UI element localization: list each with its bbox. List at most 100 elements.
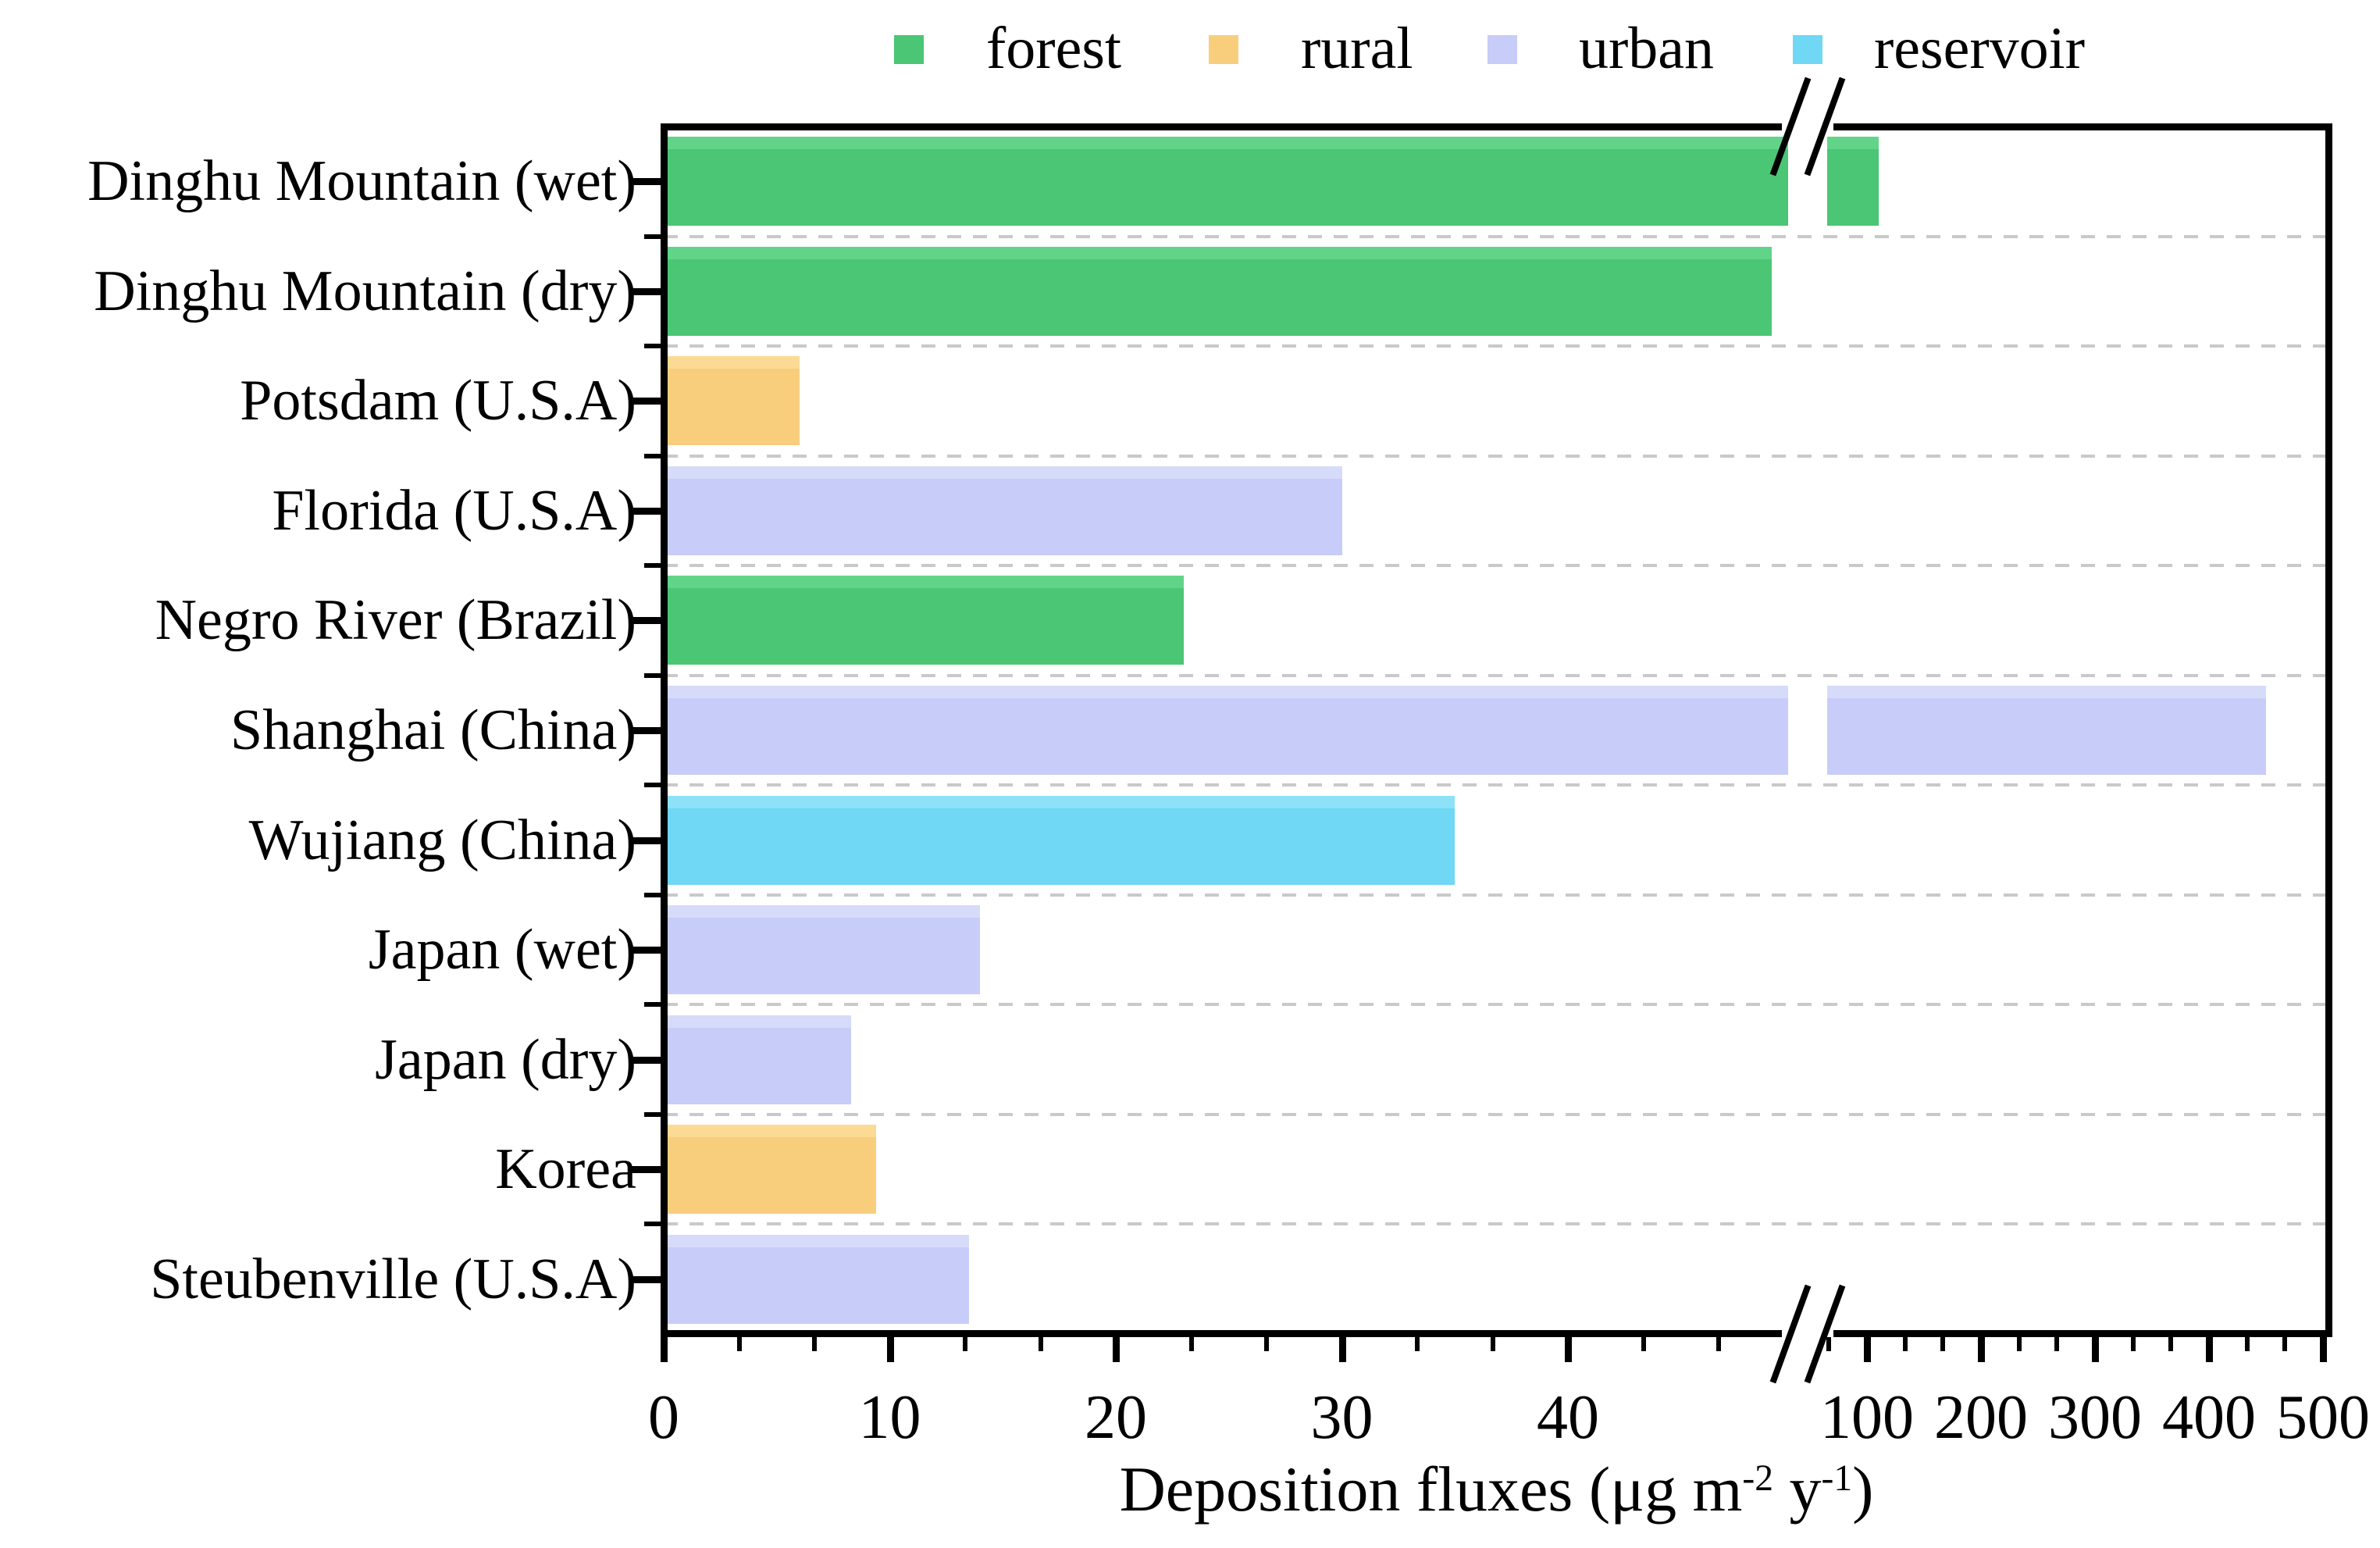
x-axis-minor-tick [2130,1337,2136,1351]
x-axis-major-tick [1338,1337,1346,1362]
x-axis-minor-tick [1641,1337,1646,1351]
x-axis-minor-tick [1940,1337,1946,1351]
category-label: Negro River (Brazil) [155,588,636,653]
bar-urban-segment-left [664,686,1788,775]
x-axis-line [661,1330,2332,1337]
category-label: Dinghu Mountain (dry) [94,259,636,323]
y-axis-minor-tick [644,1222,661,1227]
bar-urban [664,905,981,995]
x-axis-tick-label: 400 [2162,1383,2256,1452]
x-axis-minor-tick [1716,1337,1721,1351]
x-axis-major-tick [2320,1337,2327,1362]
x-axis-title-text: y [1773,1453,1822,1525]
x-axis-tick-label: 100 [1820,1383,1914,1452]
y-axis-major-tick [632,1166,661,1174]
legend-swatch-forest [894,35,924,64]
x-axis-tick-label: 40 [1537,1383,1599,1452]
y-axis-major-tick [632,836,661,844]
right-frame-line [2325,123,2332,1337]
category-label: Steubenville (U.S.A) [150,1247,636,1311]
row-separator-gridline [664,1003,2326,1007]
x-axis-tick-label: 0 [648,1383,679,1452]
x-axis-title-text: ) [1852,1453,1874,1525]
row-separator-gridline [664,673,2326,677]
category-label: Japan (dry) [375,1027,636,1092]
y-axis-major-tick [632,1275,661,1283]
plot-area: 0 10 20 30 40 100 200 300 400 500 Dinghu Mountain … [87,77,2370,1452]
category-label: Japan (wet) [368,918,636,983]
x-axis-minor-tick [1826,1337,1832,1351]
y-axis-minor-tick [644,344,661,349]
y-axis-minor-tick [644,563,661,569]
x-axis-tick-label: 10 [858,1383,921,1452]
x-axis-title-superscript: -2 [1742,1457,1773,1499]
y-axis-minor-tick [644,892,661,897]
x-axis-major-tick [886,1337,894,1362]
category-label: Shanghai (China) [230,698,636,762]
x-axis-minor-tick [1902,1337,1908,1351]
bar-reservoir [664,795,1455,885]
x-axis-minor-tick [963,1337,967,1351]
x-axis-title: Deposition fluxes (μg m-2 y-1) [664,1446,2329,1542]
bar-rural [664,356,800,446]
legend-swatch-rural [1209,35,1238,64]
x-axis-minor-tick [2282,1337,2288,1351]
legend-label: reservoir [1874,16,2086,81]
bar-urban [664,1015,852,1104]
x-axis-tick-label: 200 [1934,1383,2028,1452]
y-axis-major-tick [632,287,661,295]
row-separator-gridline [664,454,2326,458]
x-axis-minor-tick [1038,1337,1043,1351]
y-axis-minor-tick [644,672,661,678]
y-axis-line [661,123,668,1337]
x-axis-major-tick [2092,1337,2099,1362]
x-axis-major-tick [2206,1337,2213,1362]
bar-forest-segment-right [1827,137,1879,226]
y-axis-minor-tick [644,234,661,239]
y-axis-major-tick [632,727,661,734]
x-axis-major-tick [1864,1337,1871,1362]
bar-forest-segment-left [664,137,1788,226]
x-axis-minor-tick [1188,1337,1194,1351]
y-axis-major-tick [632,178,661,186]
x-axis-minor-tick [1415,1337,1420,1351]
x-axis-major-tick [1113,1337,1120,1362]
legend-swatch-reservoir [1793,35,1822,64]
row-separator-gridline [664,893,2326,897]
bar-forest [664,576,1184,665]
row-separator-gridline [664,1222,2326,1226]
x-axis-title-text: Deposition fluxes (μg m [1119,1453,1743,1525]
x-axis-tick-label: 500 [2276,1383,2370,1452]
legend-label: urban [1579,16,1715,81]
legend-label: rural [1301,16,1413,81]
y-axis-major-tick [632,1056,661,1064]
category-label: Potsdam (U.S.A) [240,369,636,433]
bar-forest [664,246,1772,336]
y-axis-minor-tick [644,783,661,788]
x-axis-minor-tick [1264,1337,1269,1351]
x-axis-minor-tick [812,1337,817,1351]
category-label: Korea [495,1137,636,1202]
y-axis-minor-tick [644,1002,661,1008]
x-axis-minor-tick [2244,1337,2250,1351]
y-axis-major-tick [632,398,661,405]
category-label: Dinghu Mountain (wet) [87,149,636,214]
x-axis-major-tick [1978,1337,1985,1362]
x-axis-minor-tick [2016,1337,2022,1351]
bar-rural [664,1125,877,1215]
x-axis-major-tick [1565,1337,1572,1362]
row-separator-gridline [664,783,2326,787]
legend-swatch-urban [1488,35,1517,64]
y-axis-major-tick [632,617,661,625]
x-axis-minor-tick [2168,1337,2174,1351]
y-axis-minor-tick [644,1111,661,1117]
y-axis-major-tick [632,947,661,954]
y-axis-major-tick [632,507,661,515]
bar-urban [664,1234,969,1324]
y-axis-minor-tick [644,453,661,458]
x-axis-tick-label: 30 [1310,1383,1373,1452]
row-separator-gridline [664,344,2326,348]
x-axis-title-superscript: -1 [1821,1457,1853,1499]
category-label: Wujiang (China) [248,808,636,872]
